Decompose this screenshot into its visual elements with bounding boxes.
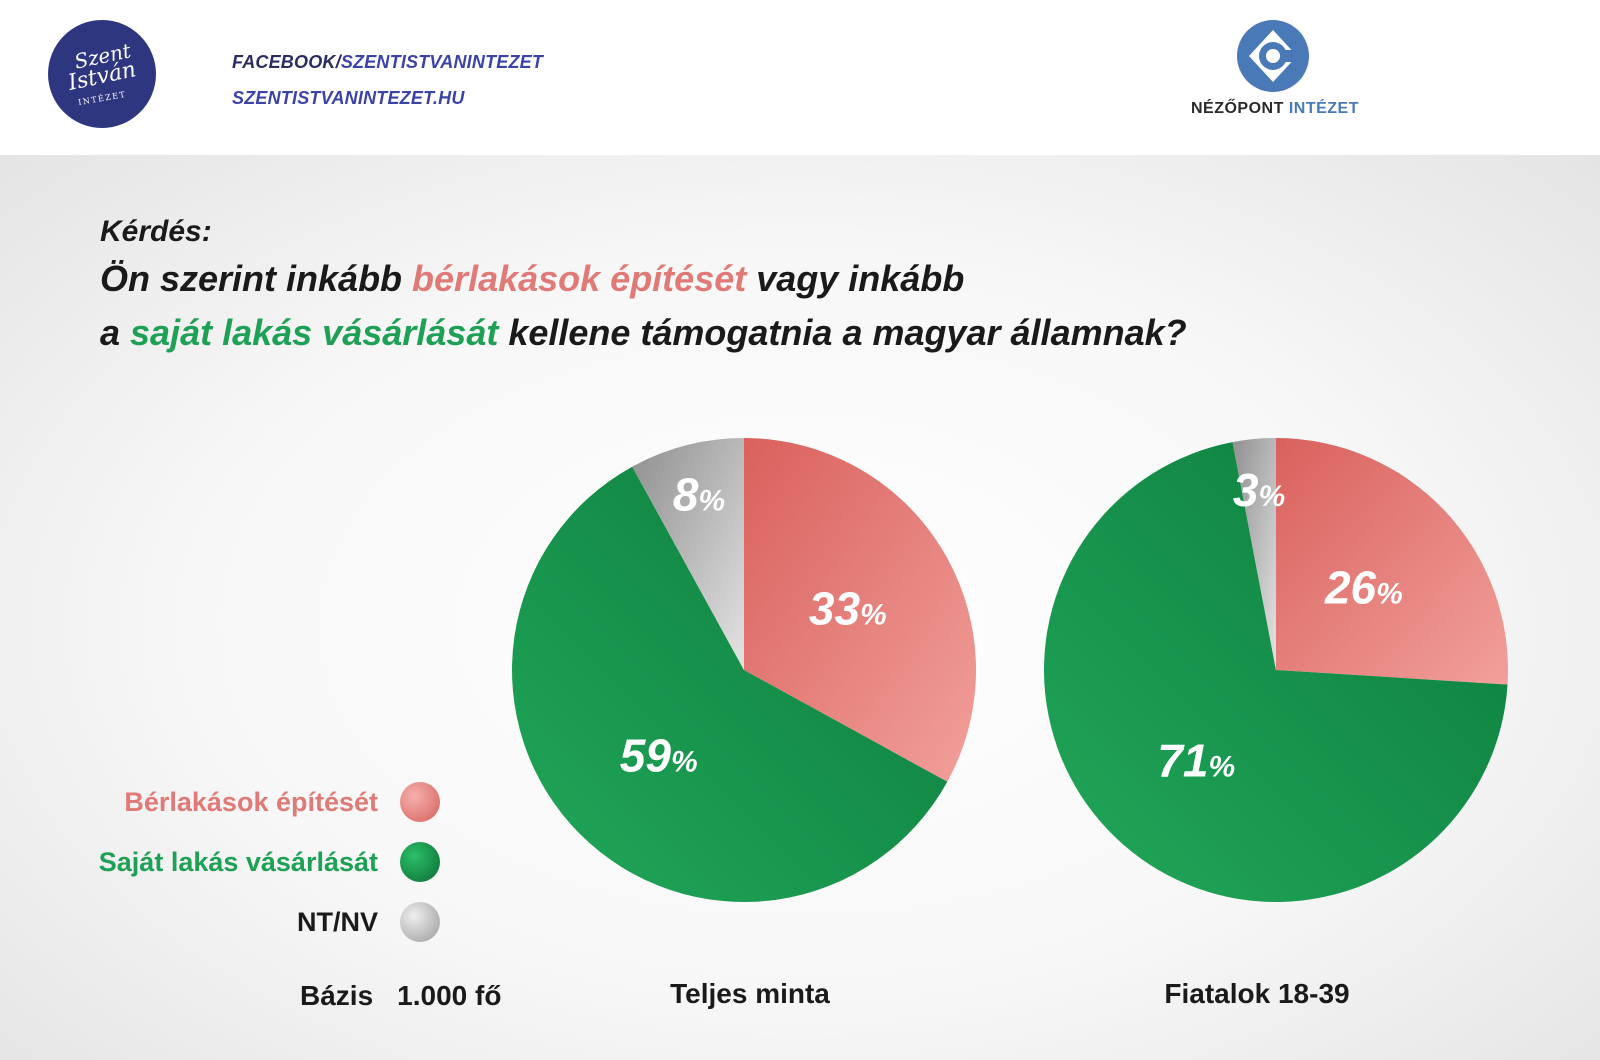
- slice-label-rental: 33%: [809, 583, 887, 635]
- slice-label-ntnv: 3%: [1233, 464, 1285, 516]
- nezopont-name: NÉZŐPONT: [1190, 100, 1284, 117]
- question-text: Ön szerint inkább bérlakások építését va…: [100, 252, 1400, 360]
- legend-label-rental: Bérlakások építését: [124, 786, 378, 817]
- question-line1-part2: vagy inkább: [746, 258, 965, 299]
- szent-istvan-logo[interactable]: Szent István INTÉZET: [48, 20, 156, 128]
- question-highlight-rental: bérlakások építését: [412, 258, 747, 299]
- legend-item-ntnv: NT/NV: [297, 900, 440, 944]
- facebook-prefix: FACEBOOK/: [232, 52, 341, 72]
- legend-swatch-own-home: [400, 842, 440, 882]
- nezopont-wordmark: NÉZŐPONT INTÉZET: [1180, 100, 1370, 118]
- pie-slice-rental: [744, 438, 976, 782]
- legend-label-own-home: Saját lakás vásárlását: [98, 846, 378, 877]
- header: Szent István INTÉZET FACEBOOK/SZENTISTVA…: [0, 0, 1600, 155]
- social-links: FACEBOOK/SZENTISTVANINTEZET SZENTISTVANI…: [232, 44, 543, 116]
- pie-slice-ntnv: [632, 438, 744, 670]
- slice-label-ntnv: 8%: [673, 469, 725, 521]
- legend-label-ntnv: NT/NV: [297, 906, 378, 937]
- slice-label-rental: 26%: [1324, 561, 1403, 613]
- pie-chart-fiatalok: 26% 71% 3%: [1043, 438, 1508, 903]
- question-line-2: a saját lakás vásárlását kellene támogat…: [100, 306, 1400, 360]
- legend-item-own-home: Saját lakás vásárlását: [99, 840, 440, 884]
- pie-caption-fiatalok: Fiatalok 18-39: [1164, 978, 1350, 1009]
- base-info: Bázis 1.000 fő: [300, 980, 501, 1012]
- question-highlight-own-home: saját lakás vásárlását: [130, 312, 499, 353]
- question-line2-part2: kellene támogatnia a magyar államnak?: [498, 312, 1187, 353]
- nezopont-accent: INTÉZET: [1288, 100, 1359, 117]
- legend-item-rental: Bérlakások építését: [124, 780, 440, 824]
- facebook-link[interactable]: FACEBOOK/SZENTISTVANINTEZET: [232, 44, 543, 80]
- pie-slice-own-home: [511, 466, 948, 903]
- legend-swatch-ntnv: [400, 902, 440, 942]
- slice-label-own-home: 59%: [620, 729, 698, 781]
- question-label: Kérdés:: [100, 215, 212, 248]
- nezopont-logo[interactable]: NÉZŐPONT INTÉZET: [1180, 12, 1370, 122]
- pie-caption-teljes-minta: Teljes minta: [670, 978, 830, 1009]
- question-line1-part1: Ön szerint inkább: [100, 258, 413, 299]
- slice-label-own-home: 71%: [1157, 735, 1235, 787]
- pie-slice-own-home: [1043, 442, 1508, 903]
- base-value: 1.000 fő: [397, 980, 502, 1011]
- question-line-1: Ön szerint inkább bérlakások építését va…: [100, 252, 1400, 306]
- question-line2-part1: a: [100, 312, 131, 353]
- pie-chart-teljes-minta: 33% 59% 8%: [511, 438, 976, 903]
- pie-slice-rental: [1276, 438, 1508, 685]
- legend-swatch-rental: [400, 782, 440, 822]
- base-label: Bázis: [300, 980, 374, 1011]
- pie-slice-ntnv: [1232, 438, 1276, 670]
- website-link[interactable]: SZENTISTVANINTEZET.HU: [232, 88, 465, 108]
- facebook-handle: SZENTISTVANINTEZET: [340, 52, 544, 72]
- nezopont-icon: [1237, 20, 1309, 92]
